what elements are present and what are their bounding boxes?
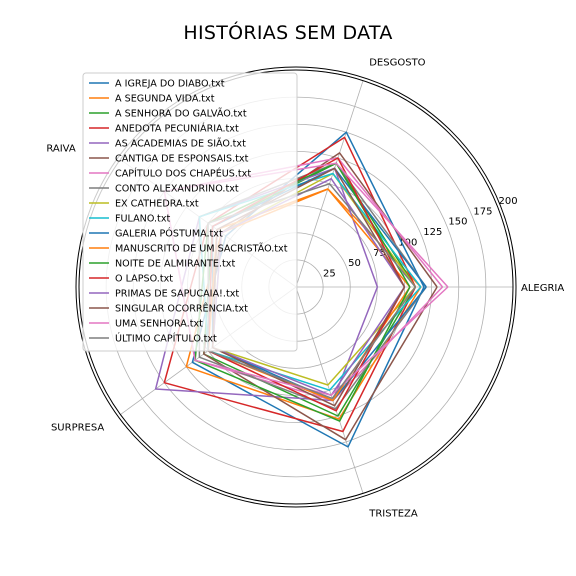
legend-label-16: UMA SENHORA.txt	[115, 319, 203, 330]
outer-frame-double	[75, 66, 517, 508]
axis-label-desgosto: DESGOSTO	[369, 58, 425, 69]
tick-label-125: 125	[423, 227, 442, 238]
tick-label-50: 50	[348, 258, 361, 269]
legend-label-11: MANUSCRITO DE UM SACRISTÃO.txt	[115, 242, 288, 255]
legend-label-14: PRIMAS DE SAPUCAIA!.txt	[115, 289, 239, 300]
legend-label-3: ANEDOTA PECUNIÁRIA.txt	[115, 122, 239, 135]
legend-label-13: O LAPSO.txt	[115, 274, 173, 285]
tick-label-150: 150	[448, 217, 467, 228]
legend: A IGREJA DO DIABO.txt A SEGUNDA VIDA.txt A…	[82, 72, 298, 352]
legend-box	[82, 72, 298, 352]
legend-label-0: A IGREJA DO DIABO.txt	[115, 79, 225, 90]
legend-label-6: CAPÍTULO DOS CHAPÉUS.txt	[115, 167, 251, 180]
legend-label-12: NOITE DE ALMIRANTE.txt	[115, 259, 235, 270]
tick-label-25: 25	[323, 269, 336, 280]
axis-label-surpresa: SURPRESA	[51, 422, 104, 433]
legend-label-2: A SENHORA DO GALVÃO.txt	[115, 107, 247, 120]
legend-label-5: CANTIGA DE ESPONSAIS.txt	[115, 154, 249, 165]
outer-frame	[78, 69, 514, 505]
legend-label-15: SINGULAR OCORRÊNCIA.txt	[115, 302, 248, 315]
legend-label-9: FULANO.txt	[115, 214, 170, 225]
legend-label-1: A SEGUNDA VIDA.txt	[115, 94, 215, 105]
chart-title: HISTÓRIAS SEM DATA	[183, 22, 393, 44]
legend-label-17: ÚLTIMO CAPÍTULO.txt	[115, 332, 217, 345]
legend-label-7: CONTO ALEXANDRINO.txt	[115, 184, 239, 195]
axis-label-raiva: RAIVA	[46, 144, 76, 155]
axis-labels: ALEGRIA DESGOSTO RAIVA SURPRESA TRISTEZA	[46, 58, 564, 520]
legend-label-4: AS ACADEMIAS DE SIÃO.txt	[115, 137, 246, 150]
tick-label-175: 175	[473, 206, 492, 217]
axis-label-tristeza: TRISTEZA	[368, 508, 418, 519]
legend-label-10: GALERIA PÓSTUMA.txt	[115, 227, 223, 240]
axis-label-alegria: ALEGRIA	[521, 283, 564, 294]
tick-label-75: 75	[373, 248, 386, 259]
legend-label-8: EX CATHEDRA.txt	[115, 199, 199, 210]
tick-label-200: 200	[498, 196, 517, 207]
